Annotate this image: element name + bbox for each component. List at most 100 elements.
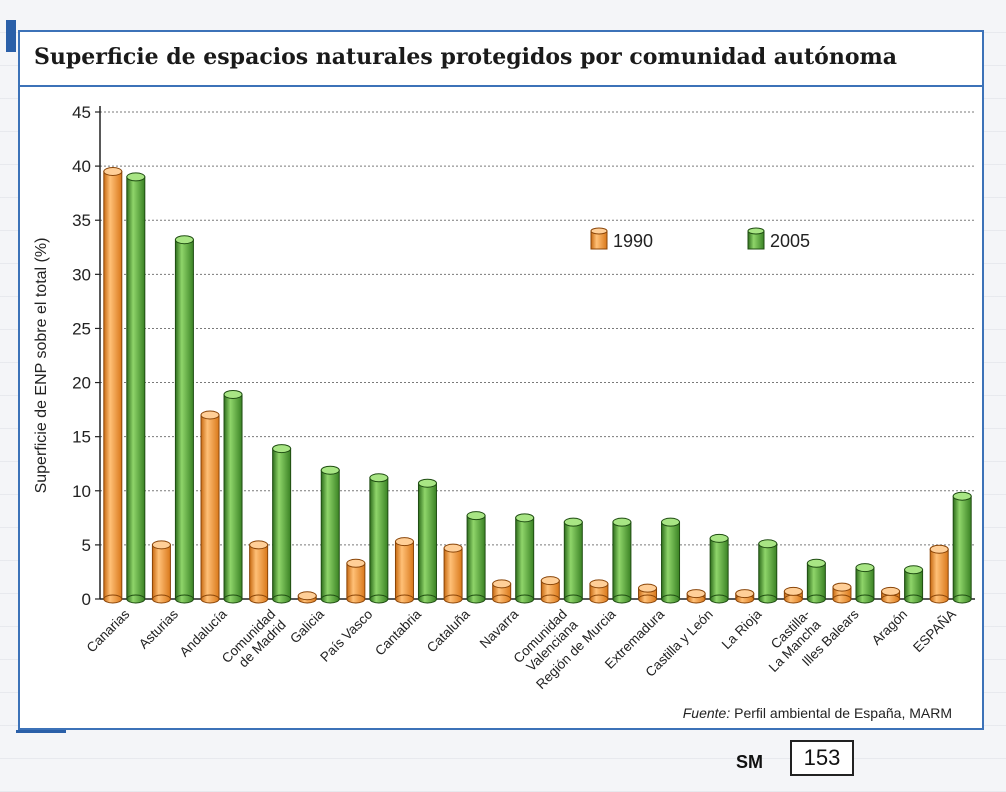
axes: 0 5 10 15 20 25 30 35 40 45 Superficie de ENP sobr…	[33, 103, 975, 609]
source-note: Fuente: Perfil ambiental de España, MARM	[683, 705, 952, 721]
bar-1990	[394, 537, 414, 604]
y-tick-label: 30	[72, 265, 91, 284]
legend-item-2005: 2005	[747, 227, 810, 251]
bar-2005	[223, 389, 243, 604]
bar-top	[563, 517, 583, 527]
bar-top	[466, 511, 486, 521]
legend-swatch-top	[590, 227, 608, 235]
bar-2005	[952, 491, 972, 604]
bar-top	[540, 576, 560, 586]
bar-body	[709, 537, 729, 600]
title-bar: Superficie de espacios naturales protegi…	[20, 32, 982, 87]
bar-body	[661, 521, 681, 600]
y-tick-label: 20	[72, 374, 91, 393]
bar-base	[320, 594, 340, 604]
bar-1990	[103, 167, 123, 604]
bar-base	[540, 594, 560, 604]
x-tick-label: ComunidadValenciana	[510, 606, 580, 676]
bar-body	[563, 521, 583, 600]
bar-1990	[540, 576, 560, 604]
bar-body	[806, 562, 826, 600]
bar-1990	[735, 589, 755, 604]
bar-base	[661, 594, 681, 604]
bar-top	[320, 465, 340, 475]
bar-base	[758, 594, 778, 604]
x-tick-label: ESPAÑA	[910, 607, 959, 656]
bar-2005	[612, 517, 632, 604]
bar-top	[855, 563, 875, 573]
bar-body	[223, 393, 243, 600]
bar-1990	[297, 591, 317, 604]
y-tick-label: 45	[72, 103, 91, 122]
bar-1990	[200, 410, 220, 604]
bar-top	[686, 589, 706, 599]
bar-1990	[638, 583, 658, 604]
bar-top	[515, 513, 535, 523]
bar-2005	[758, 539, 778, 604]
bar-body	[272, 448, 292, 600]
bar-body	[515, 517, 535, 600]
source-label: Fuente:	[682, 705, 731, 721]
bar-2005	[466, 511, 486, 604]
bar-top	[783, 586, 803, 596]
bar-1990	[881, 586, 901, 604]
bar-top	[346, 558, 366, 568]
bar-base	[443, 594, 463, 604]
y-tick-label: 0	[82, 590, 91, 609]
bar-body	[952, 495, 972, 600]
bar-2005	[563, 517, 583, 604]
legend-item-1990: 1990	[590, 227, 653, 251]
bar-base	[881, 594, 901, 604]
bar-base	[612, 594, 632, 604]
bar-1990	[686, 589, 706, 604]
bar-top	[443, 543, 463, 553]
y-tick-label: 15	[72, 428, 91, 447]
x-tick-label: País Vasco	[317, 607, 375, 665]
bar-body	[758, 543, 778, 600]
bar-top	[709, 533, 729, 543]
legend: 1990 2005	[590, 227, 810, 251]
bar-top	[832, 582, 852, 592]
bar-top	[929, 544, 949, 554]
bar-base	[855, 594, 875, 604]
bar-base	[466, 594, 486, 604]
bar-top	[417, 478, 437, 488]
bar-body	[249, 544, 269, 600]
bar-2005	[369, 473, 389, 604]
y-axis-title: Superficie de ENP sobre el total (%)	[33, 238, 50, 494]
chart-panel: Superficie de espacios naturales protegi…	[18, 30, 984, 730]
source-text: Perfil ambiental de España, MARM	[734, 705, 952, 721]
bar-base	[151, 594, 171, 604]
bar-base	[417, 594, 437, 604]
legend-label: 2005	[770, 231, 810, 251]
x-tick-label: La Rioja	[719, 606, 765, 652]
bar-base	[806, 594, 826, 604]
bar-top	[223, 389, 243, 399]
bar-base	[126, 594, 146, 604]
bar-2005	[709, 533, 729, 604]
bar-body	[320, 469, 340, 600]
page-number: 153	[790, 740, 854, 776]
bar-base	[103, 594, 123, 604]
bar-2005	[806, 558, 826, 604]
bar-1990	[443, 543, 463, 604]
bar-body	[346, 562, 366, 600]
bar-top	[394, 537, 414, 547]
x-tick-label: Aragón	[869, 607, 910, 648]
x-tick-label: Navarra	[477, 606, 522, 651]
bar-2005	[515, 513, 535, 604]
bar-base	[638, 594, 658, 604]
bar-top	[369, 473, 389, 483]
bar-body	[174, 239, 194, 600]
bar-base	[783, 594, 803, 604]
bar-base	[249, 594, 269, 604]
bar-top	[249, 540, 269, 550]
bar-1990	[346, 558, 366, 604]
bar-base	[589, 594, 609, 604]
x-tick-label: Cantabria	[372, 606, 424, 658]
bar-top	[272, 444, 292, 454]
chart-title: Superficie de espacios naturales protegi…	[34, 44, 898, 70]
bar-body	[126, 176, 146, 600]
bar-base	[832, 594, 852, 604]
sm-label: SM	[736, 752, 763, 772]
